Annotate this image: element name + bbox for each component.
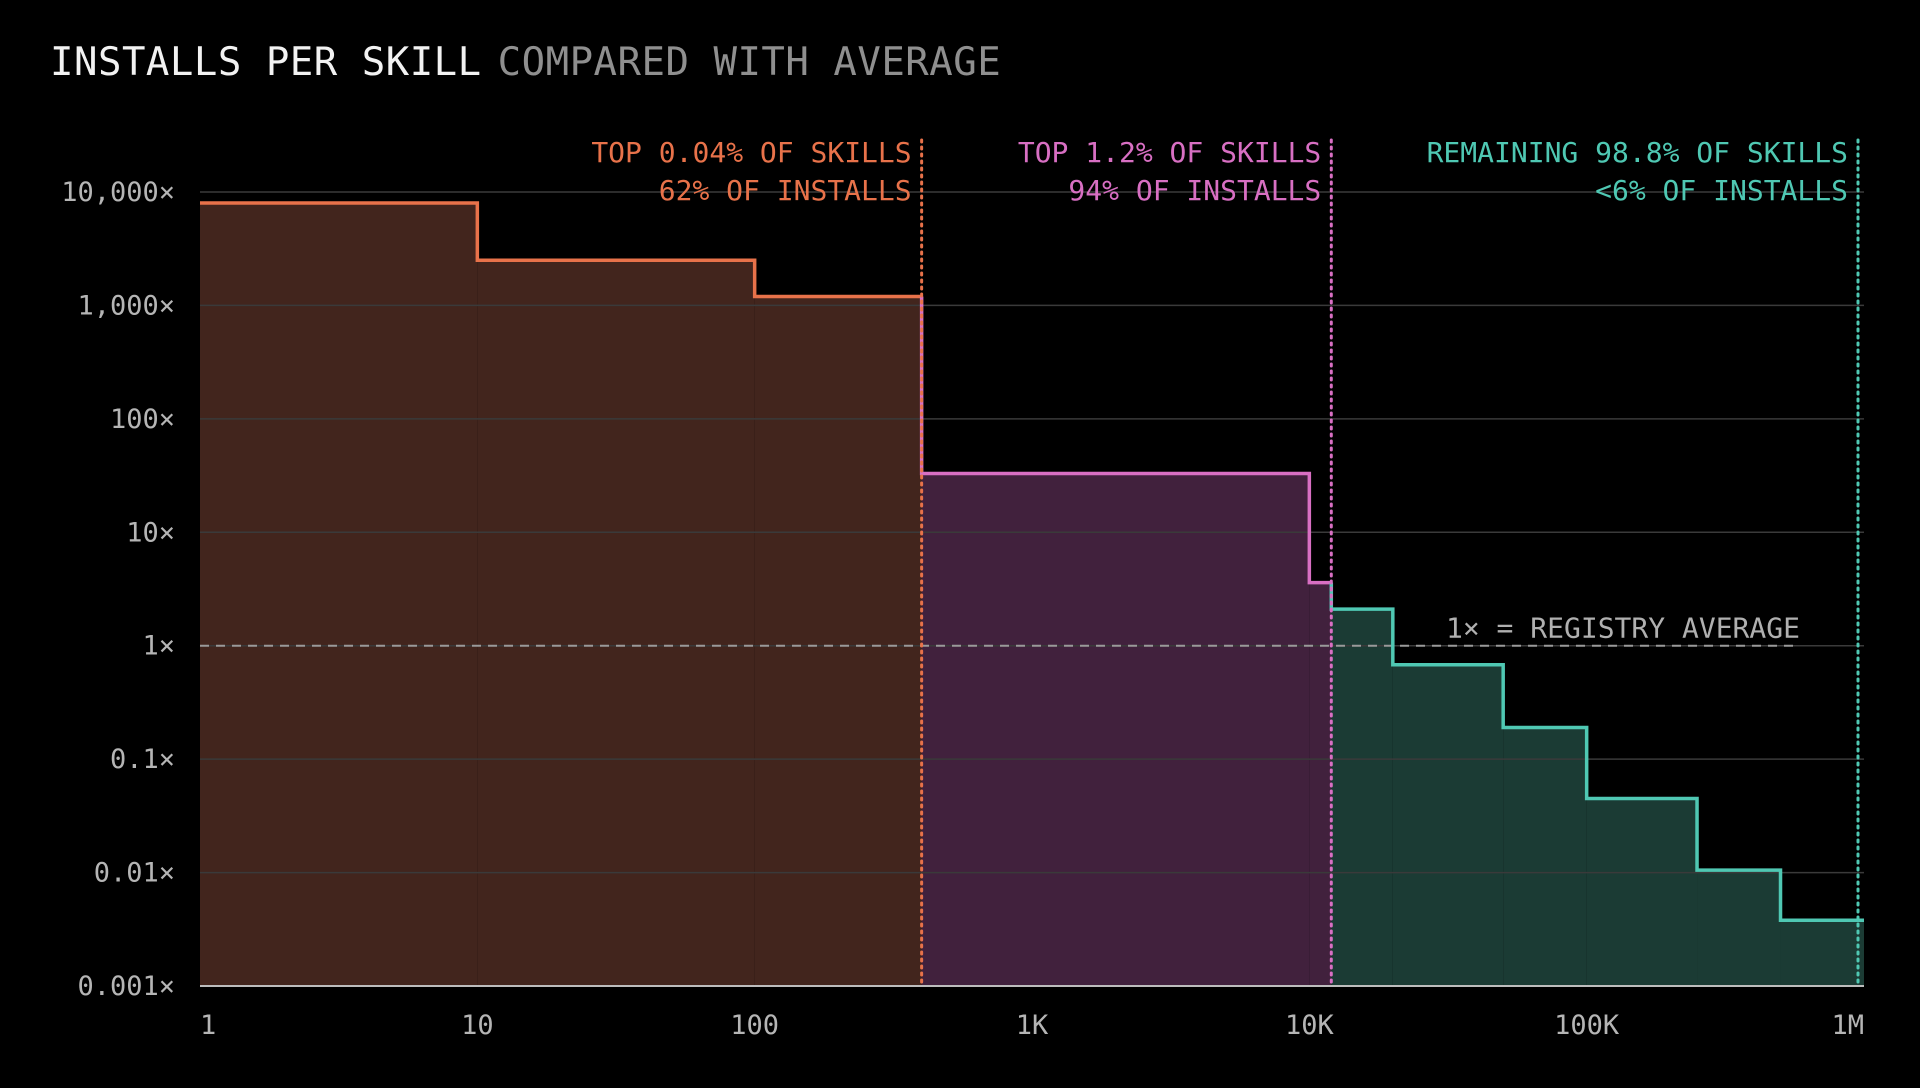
y-tick-label: 10,000× xyxy=(61,177,175,208)
average-reference: 1× = REGISTRY AVERAGE xyxy=(200,612,1800,647)
y-tick-label: 1× xyxy=(142,631,175,662)
annotation-line2-pink: 94% OF INSTALLS xyxy=(1068,174,1321,207)
chart-title-main: INSTALLS PER SKILL xyxy=(50,40,482,85)
x-tick-label: 10K xyxy=(1285,1010,1335,1041)
x-tick-label: 100 xyxy=(730,1010,779,1041)
annotation-line2-orange: 62% OF INSTALLS xyxy=(659,174,912,207)
x-tick-label: 1K xyxy=(1016,1010,1049,1041)
chart-title: INSTALLS PER SKILL COMPARED WITH AVERAGE xyxy=(50,40,1001,90)
x-tick-label: 100K xyxy=(1554,1010,1620,1041)
x-tick-label: 10 xyxy=(461,1010,494,1041)
area-fill-orange xyxy=(754,296,922,986)
y-tick-label: 0.1× xyxy=(110,744,175,775)
area-fill-orange xyxy=(477,260,755,987)
average-label: 1× = REGISTRY AVERAGE xyxy=(1446,612,1800,645)
y-tick-label: 10× xyxy=(126,517,175,548)
annotation-line1-pink: TOP 1.2% OF SKILLS xyxy=(1018,136,1321,169)
area-fill-teal xyxy=(1780,920,1864,986)
annotation-line1-teal: REMAINING 98.8% OF SKILLS xyxy=(1427,136,1848,169)
area-fill-teal xyxy=(1586,798,1698,986)
area-fill-orange xyxy=(200,202,478,986)
y-tick-label: 1,000× xyxy=(77,290,175,321)
annotation-line1-orange: TOP 0.04% OF SKILLS xyxy=(591,136,911,169)
area-fill-teal xyxy=(1697,870,1781,986)
y-tick-label: 0.01× xyxy=(94,858,175,889)
x-tick-label: 1M xyxy=(1831,1010,1864,1041)
area-fill-pink xyxy=(921,473,1310,986)
annotation-line2-teal: <6% OF INSTALLS xyxy=(1595,174,1848,207)
annotations: TOP 0.04% OF SKILLS 62% OF INSTALLS TOP 1.… xyxy=(591,136,1860,988)
y-tick-label: 100× xyxy=(110,404,175,435)
x-tick-label: 1 xyxy=(200,1010,216,1041)
area-fill-teal xyxy=(1503,727,1587,986)
area-fill-teal xyxy=(1331,609,1393,986)
chart-title-sub: COMPARED WITH AVERAGE xyxy=(497,40,1002,85)
area-fill-teal xyxy=(1392,664,1504,986)
area-fills xyxy=(200,202,1864,987)
y-tick-label: 0.001× xyxy=(77,971,175,1002)
step-line-teal xyxy=(1329,582,1864,922)
axes: 10,000× 1,000× 100× 10× 1× 0.1× 0.01× 0.001× 1 10… xyxy=(61,177,1864,1041)
area-fill-pink xyxy=(1309,582,1332,986)
step-line-orange xyxy=(200,201,922,299)
